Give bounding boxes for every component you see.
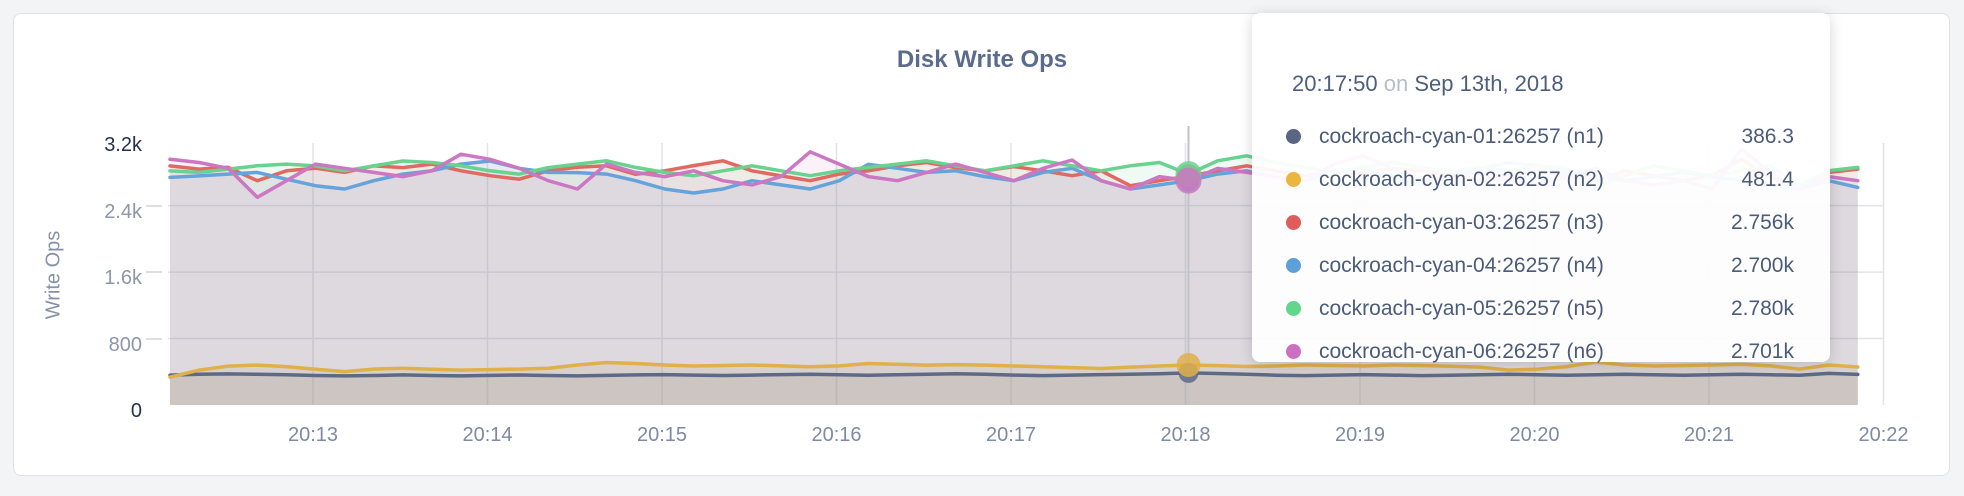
- series-dot-icon: [1286, 215, 1301, 230]
- x-tick-label: 20:21: [1683, 424, 1735, 446]
- series-label: cockroach-cyan-04:26257 (n4): [1319, 253, 1604, 277]
- x-tick-label: 20:16: [811, 424, 862, 446]
- y-tick-label-3.2k: 3.2k: [104, 134, 142, 156]
- series-label: cockroach-cyan-02:26257 (n2): [1319, 167, 1604, 191]
- series-area-n1: [170, 372, 1858, 405]
- x-tick-label: 20:19: [1334, 424, 1386, 446]
- series-value: 481.4: [1741, 167, 1794, 191]
- series-label: cockroach-cyan-06:26257 (n6): [1319, 339, 1604, 363]
- series-dot-icon: [1286, 301, 1301, 316]
- x-tick-label: 20:20: [1509, 424, 1560, 446]
- series-value: 2.756k: [1730, 210, 1794, 234]
- y-tick-mark: [146, 338, 162, 340]
- series-label: cockroach-cyan-03:26257 (n3): [1319, 210, 1604, 234]
- series-value: 386.3: [1741, 124, 1794, 148]
- tooltip-time: 20:17:50: [1292, 71, 1378, 96]
- series-value: 2.700k: [1730, 253, 1794, 277]
- tooltip-row: cockroach-cyan-04:26257 (n4) 2.700k: [1286, 244, 1794, 287]
- x-tick-label: 20:18: [1160, 424, 1211, 446]
- tooltip-date: Sep 13th, 2018: [1414, 71, 1564, 96]
- x-tick-label: 20:15: [636, 424, 688, 446]
- tooltip-on: on: [1383, 71, 1409, 96]
- hover-dot-n6: [1175, 167, 1202, 194]
- series-dot-icon: [1286, 172, 1301, 187]
- chart-title: Disk Write Ops: [896, 46, 1068, 73]
- series-value: 2.780k: [1730, 296, 1794, 320]
- tooltip-row: cockroach-cyan-01:26257 (n1) 386.3: [1286, 115, 1794, 158]
- series-dot-icon: [1286, 129, 1301, 144]
- x-tick-label: 20:14: [462, 424, 513, 446]
- series-line-n2: [168, 360, 1860, 379]
- tooltip-row: cockroach-cyan-03:26257 (n3) 2.756k: [1286, 201, 1794, 244]
- series-dot-icon: [1286, 258, 1301, 273]
- y-tick-mark: [146, 271, 162, 273]
- series-area-n2: [170, 362, 1858, 405]
- tooltip-header: 20:17:50 on Sep 13th, 2018: [1292, 71, 1564, 97]
- series-value: 2.701k: [1730, 339, 1794, 363]
- tooltip-row: cockroach-cyan-06:26257 (n6) 2.701k: [1286, 330, 1794, 373]
- series-dot-icon: [1286, 344, 1301, 359]
- y-tick-label-0: 0: [130, 400, 142, 422]
- x-tick-label: 20:17: [985, 424, 1037, 446]
- series-label: cockroach-cyan-05:26257 (n5): [1319, 296, 1604, 320]
- x-axis: 20:13 20:14 20:15 20:16 20:17 20:18 20:19 20:20…: [168, 424, 1909, 448]
- x-tick-label: 20:22: [1858, 424, 1909, 446]
- tooltip-rows: cockroach-cyan-01:26257 (n1) 386.3 cockr…: [1286, 115, 1794, 373]
- tooltip-row: cockroach-cyan-02:26257 (n2) 481.4: [1286, 158, 1794, 201]
- series-line-n1: [168, 371, 1860, 378]
- hover-tooltip: 20:17:50 on Sep 13th, 2018 cockroach-cya…: [1252, 13, 1830, 363]
- tooltip-row: cockroach-cyan-05:26257 (n5) 2.780k: [1286, 287, 1794, 330]
- y-tick-label-800: 800: [108, 334, 142, 356]
- y-tick-label-2.4k: 2.4k: [104, 201, 142, 223]
- y-tick-mark: [146, 205, 162, 207]
- hover-dot-n2: [1176, 353, 1201, 378]
- y-tick-label-1.6k: 1.6k: [104, 267, 142, 289]
- x-tick-label: 20:13: [287, 424, 339, 446]
- series-label: cockroach-cyan-01:26257 (n1): [1319, 124, 1604, 148]
